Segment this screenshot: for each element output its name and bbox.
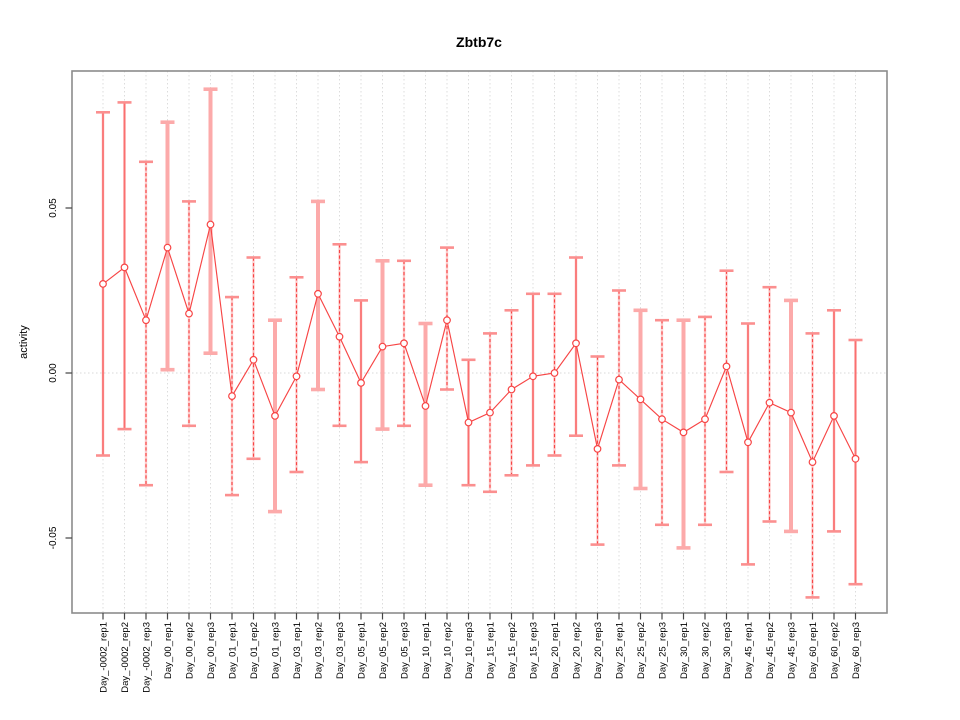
- data-point: [271, 412, 279, 420]
- data-point: [249, 355, 258, 364]
- x-tick-label: Day_-0002_rep1: [98, 622, 109, 693]
- x-tick-label: Day_00_rep1: [163, 622, 174, 679]
- data-point: [679, 428, 688, 437]
- x-tick-label: Day_01_rep1: [227, 622, 238, 679]
- x-tick-label: Day_45_rep1: [743, 622, 754, 679]
- x-tick-label: Day_30_rep1: [679, 622, 690, 679]
- data-point: [400, 339, 408, 348]
- data-point: [99, 280, 107, 288]
- data-point: [658, 415, 666, 424]
- x-tick-label: Day_03_rep2: [313, 622, 324, 679]
- data-point: [765, 398, 774, 407]
- data-point: [163, 243, 172, 252]
- x-tick-label: Day_45_rep3: [786, 622, 797, 679]
- x-tick-label: Day_25_rep2: [636, 622, 647, 679]
- data-point: [830, 412, 838, 420]
- x-tick-label: Day_01_rep3: [270, 622, 281, 679]
- data-point: [206, 220, 215, 229]
- data-point: [185, 309, 193, 318]
- data-point: [593, 445, 602, 453]
- data-point: [314, 289, 322, 298]
- x-tick-label: Day_15_rep2: [507, 622, 518, 679]
- x-tick-label: Day_45_rep2: [765, 622, 776, 679]
- x-tick-label: Day_00_rep2: [184, 622, 195, 679]
- x-tick-label: Day_05_rep2: [378, 622, 389, 679]
- data-point: [744, 438, 752, 447]
- data-point: [615, 375, 623, 384]
- data-point: [851, 454, 860, 463]
- x-tick-label: Day_15_rep3: [528, 622, 539, 679]
- data-point: [787, 408, 795, 417]
- x-tick-label: Day_03_rep1: [292, 622, 303, 679]
- chart-title: Zbtb7c: [456, 34, 502, 50]
- x-tick-label: Day_20_rep2: [571, 622, 582, 679]
- plot-border: [71, 70, 888, 614]
- series-line: [102, 224, 857, 464]
- x-tick-label: Day_25_rep1: [614, 622, 625, 679]
- x-tick-label: Day_60_rep1: [808, 622, 819, 679]
- y-tick-label: 0.05: [48, 198, 59, 218]
- data-point: [464, 418, 473, 427]
- data-point: [808, 458, 817, 467]
- data-point: [292, 372, 301, 381]
- data-point: [228, 392, 236, 401]
- x-tick-label: Day_15_rep1: [485, 622, 496, 679]
- data-point: [529, 372, 537, 381]
- x-tick-label: Day_00_rep3: [206, 622, 217, 679]
- data-point: [335, 332, 344, 341]
- data-point: [550, 369, 559, 377]
- data-point: [486, 408, 494, 417]
- x-tick-label: Day_05_rep3: [399, 622, 410, 679]
- y-tick-label: 0.00: [48, 363, 59, 383]
- data-point: [443, 316, 451, 325]
- y-axis-label: activity: [18, 325, 30, 359]
- data-point: [722, 362, 731, 371]
- data-point: [142, 316, 150, 325]
- x-tick-label: Day_30_rep3: [722, 622, 733, 679]
- x-tick-label: Day_03_rep3: [335, 622, 346, 679]
- x-tick-label: Day_05_rep1: [356, 622, 367, 679]
- x-tick-label: Day_25_rep3: [657, 622, 668, 679]
- data-point: [507, 385, 516, 394]
- data-point: [378, 342, 387, 351]
- x-tick-label: Day_60_rep3: [851, 622, 862, 679]
- x-tick-label: Day_10_rep3: [464, 622, 475, 679]
- x-tick-label: Day_01_rep2: [249, 622, 260, 679]
- data-point: [701, 415, 709, 424]
- data-point: [357, 379, 365, 387]
- x-tick-label: Day_30_rep2: [700, 622, 711, 679]
- data-point: [636, 395, 645, 404]
- x-tick-label: Day_-0002_rep2: [120, 622, 131, 693]
- data-point: [421, 402, 430, 410]
- x-tick-label: Day_20_rep3: [593, 622, 604, 679]
- x-tick-label: Day_10_rep2: [442, 622, 453, 679]
- data-point: [572, 339, 580, 348]
- x-tick-label: Day_20_rep1: [550, 622, 561, 679]
- x-tick-label: Day_10_rep1: [421, 622, 432, 679]
- data-point: [120, 263, 129, 272]
- plot-area: 0.05 0.00 -0.05 Day_-0002_rep1 Day_-0002_rep…: [48, 70, 888, 693]
- x-tick-label: Day_-0002_rep3: [141, 622, 152, 693]
- x-tick-label: Day_60_rep2: [829, 622, 840, 679]
- y-tick-label: -0.05: [48, 526, 59, 549]
